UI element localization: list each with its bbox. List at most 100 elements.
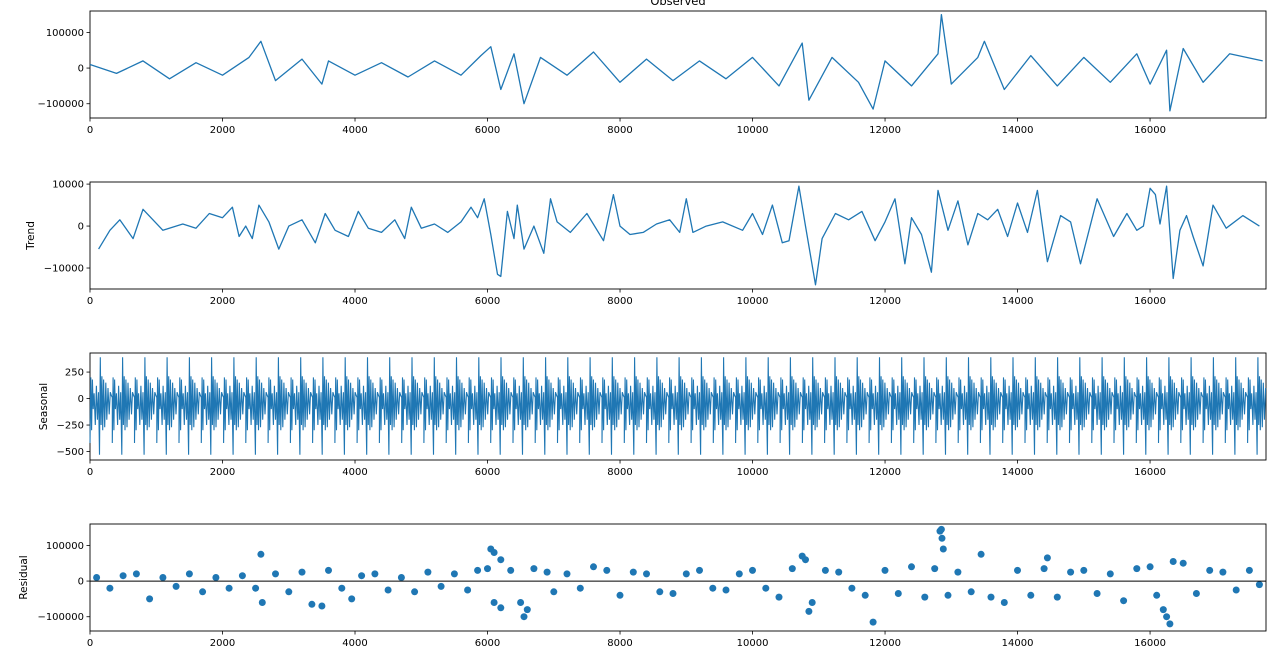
residual-point (285, 588, 293, 596)
residual-point (397, 574, 405, 581)
x-tick-label: 8000 (607, 125, 632, 136)
residual-point (696, 566, 703, 574)
residual-point (967, 588, 975, 596)
residual-point (669, 590, 677, 597)
residual-point (1192, 590, 1200, 597)
panel-trend-frame (89, 181, 1267, 290)
panel-seasonal-ylabel: Seasonal (38, 383, 50, 430)
residual-point (939, 545, 947, 553)
x-tick-label: 14000 (1002, 296, 1034, 307)
x-tick-label: 16000 (1134, 125, 1166, 136)
panel-residual-plot: 0 2000 4000 6000 8000 10000 12000 14000 16000 100… (37, 525, 1266, 649)
x-tick-label: 14000 (1002, 638, 1034, 649)
residual-point (1206, 566, 1214, 574)
x-tick-label: 6000 (475, 638, 500, 649)
x-tick-label: 2000 (210, 638, 235, 649)
residual-point (384, 586, 392, 594)
residual-point (437, 582, 445, 590)
y-tick-label: −10000 (44, 264, 84, 275)
residual-point (1120, 597, 1128, 605)
residual-point (106, 584, 114, 592)
residual-point (146, 595, 154, 603)
residual-point (1133, 565, 1141, 573)
panel-observed-title: Observed (650, 0, 705, 8)
residual-point (788, 565, 796, 573)
residual-point (272, 570, 279, 578)
residual-point (908, 563, 915, 571)
residual-point (722, 586, 730, 594)
y-tick-label: 0 (78, 577, 84, 588)
residual-point (775, 593, 783, 601)
panel-residual-frame (89, 523, 1267, 632)
residual-point (603, 566, 611, 574)
observed-series-line (89, 13, 1263, 112)
residual-point (735, 570, 743, 578)
x-tick-label: 4000 (342, 638, 367, 649)
y-tick-label: −250 (57, 421, 84, 432)
panel-observed: Observed 0 2000 4000 6000 8000 10000 12000 1400… (37, 0, 1267, 136)
residual-point (199, 588, 207, 596)
residual-point (944, 591, 952, 599)
residual-point (656, 588, 664, 596)
panel-residual-ylabel: Residual (18, 555, 30, 599)
x-tick-label: 14000 (1002, 467, 1034, 478)
residual-point (869, 618, 877, 626)
x-tick-label: 16000 (1134, 467, 1166, 478)
residual-point (1053, 593, 1061, 601)
residual-point (523, 606, 531, 614)
residual-point (1000, 599, 1008, 606)
residual-point (358, 572, 366, 580)
residual-point (987, 593, 995, 601)
residual-point (616, 591, 624, 599)
residual-point (1219, 568, 1227, 576)
residual-point (808, 599, 816, 606)
x-tick-label: 6000 (475, 296, 500, 307)
y-tick-label: −100000 (37, 99, 84, 110)
residual-point (848, 584, 856, 592)
panel-observed-plot: 0 2000 4000 6000 8000 10000 12000 14000 16000 100… (37, 13, 1263, 136)
residual-point (484, 565, 491, 573)
residual-point (1245, 566, 1253, 574)
residual-point (977, 550, 985, 558)
residual-point (119, 572, 127, 580)
x-tick-label: 10000 (737, 638, 769, 649)
x-tick-label: 4000 (342, 296, 367, 307)
residual-point (497, 604, 505, 612)
residual-point (821, 566, 829, 574)
residual-point (938, 534, 946, 542)
x-tick-label: 2000 (210, 467, 235, 478)
x-tick-label: 0 (87, 467, 93, 478)
residual-point (520, 613, 528, 621)
panel-trend: Trend 0 2000 4000 6000 8000 10000 12000 14000 16… (25, 180, 1267, 307)
residual-point (325, 566, 332, 574)
y-tick-label: 0 (78, 222, 84, 233)
residual-point (93, 574, 101, 581)
residual-point (318, 602, 326, 610)
residual-point (802, 556, 809, 564)
residual-point (507, 566, 515, 574)
residual-point (338, 584, 346, 592)
residual-point (257, 550, 265, 558)
residual-point (159, 574, 167, 581)
residual-point (464, 586, 472, 594)
residual-point (805, 607, 813, 615)
residual-point (1232, 586, 1240, 594)
residual-point (252, 584, 260, 592)
residual-point (517, 599, 525, 606)
residual-point (1040, 565, 1048, 573)
residual-point (424, 568, 432, 576)
residual-point (474, 566, 482, 574)
residual-point (1043, 554, 1051, 562)
residual-point (543, 568, 551, 576)
residual-point (1014, 566, 1021, 574)
panel-residual: Residual 0 2000 4000 6000 8000 10000 12000 1400… (18, 523, 1267, 649)
residual-point (450, 570, 458, 578)
residual-point (1153, 591, 1161, 599)
residual-point (894, 590, 902, 597)
x-tick-label: 12000 (869, 638, 901, 649)
residual-point (1179, 559, 1187, 567)
residual-point (629, 568, 637, 576)
panel-seasonal: Seasonal 0 2000 4000 6000 8000 10000 12000 1400… (38, 352, 1267, 478)
panel-trend-plot: 0 2000 4000 6000 8000 10000 12000 14000 16000 100… (44, 180, 1260, 307)
